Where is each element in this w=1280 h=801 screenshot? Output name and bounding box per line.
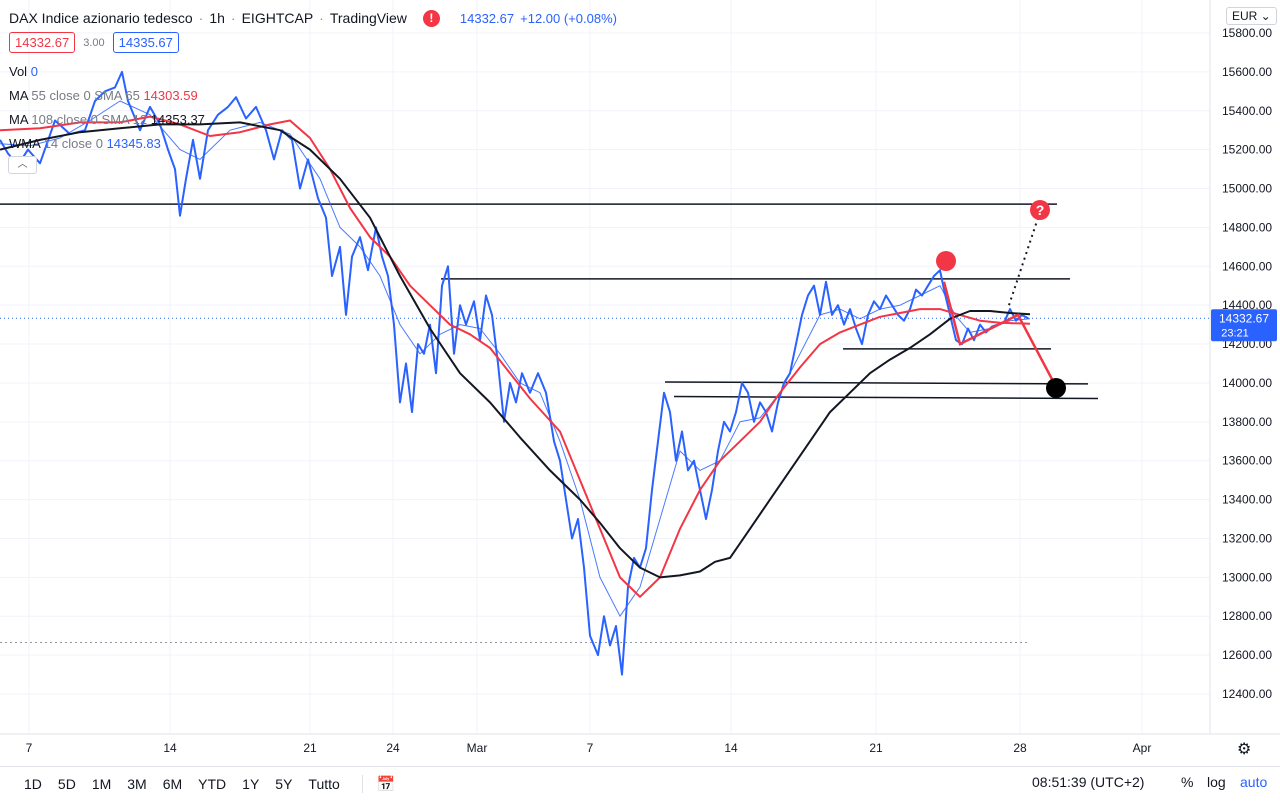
time-tick-label: Mar <box>467 741 488 755</box>
time-tick-label: Apr <box>1133 741 1152 755</box>
price-tick-label: 13200.00 <box>1222 531 1272 545</box>
ma-108-series-line <box>0 121 1031 579</box>
source-label: TradingView <box>329 10 407 26</box>
alert-icon[interactable]: ! <box>422 9 440 27</box>
time-tick-label: 28 <box>1013 741 1027 755</box>
spread-value: 3.00 <box>83 36 105 49</box>
price-tick-label: 15600.00 <box>1222 65 1272 79</box>
timeframe-1m[interactable]: 1M <box>91 776 112 792</box>
price-tick-label: 12600.00 <box>1222 648 1272 662</box>
price-tick-label: 12800.00 <box>1222 609 1272 623</box>
clock[interactable]: 08:51:39 (UTC+2) <box>1032 774 1145 790</box>
time-tick-label: 21 <box>869 741 883 755</box>
price-tick-label: 15400.00 <box>1222 104 1272 118</box>
indicator-ma-55[interactable]: MA 55 close 0 SMA 65 14303.59 <box>9 88 198 103</box>
timeframe-1d[interactable]: 1D <box>24 776 42 792</box>
price-tick-label: 13800.00 <box>1222 415 1272 429</box>
chart-series <box>0 70 1031 676</box>
collapse-legend-button[interactable]: ︿ <box>8 156 37 174</box>
interval-label[interactable]: 1h <box>209 10 225 26</box>
projection-down-line <box>942 281 1057 386</box>
time-tick-label: 7 <box>26 741 33 755</box>
time-tick-label: 14 <box>724 741 738 755</box>
red-marker-dot <box>936 251 956 271</box>
price-tick-label: 15000.00 <box>1222 182 1272 196</box>
symbol-title[interactable]: DAX Indice azionario tedesco <box>9 10 193 26</box>
price-tag-countdown: 23:21 <box>1221 327 1249 339</box>
price-tag-value: 14332.67 <box>1219 311 1269 325</box>
indicator-wma[interactable]: WMA 14 close 0 14345.83 <box>9 136 161 151</box>
percent-toggle[interactable]: % <box>1181 774 1194 790</box>
currency-select[interactable]: EUR ⌄ <box>1226 7 1277 25</box>
price-tag <box>1211 309 1277 342</box>
time-tick-label: 7 <box>587 741 594 755</box>
time-axis: 7 14 21 24 Mar 7 14 21 28 Apr <box>0 733 1280 755</box>
timeframe-tutto[interactable]: Tutto <box>308 776 340 792</box>
timeframe-3m[interactable]: 3M <box>127 776 147 792</box>
exchange-label: EIGHTCAP <box>241 10 314 26</box>
calendar-range-icon[interactable]: 📅 <box>361 775 396 793</box>
price-chart[interactable]: ? 12400.00 12600.00 12800.00 13000.00 13200.… <box>0 0 1280 766</box>
timeframe-ytd[interactable]: YTD <box>198 776 227 792</box>
ma-55-series-line <box>0 115 1031 598</box>
question-marker <box>1030 200 1050 220</box>
gear-icon[interactable]: ⚙ <box>1237 741 1252 758</box>
indicator-list: Vol 0 MA 55 close 0 SMA 65 14303.59 MA 1… <box>9 63 205 159</box>
price-tick-label: 13600.00 <box>1222 454 1272 468</box>
price-tick-label: 14400.00 <box>1222 298 1272 312</box>
buy-button[interactable]: 14335.67 <box>112 32 179 53</box>
sell-button[interactable]: 14332.67 <box>9 32 76 53</box>
log-toggle[interactable]: log <box>1207 774 1226 790</box>
chart-legend: DAX Indice azionario tedesco · 1h · EIGH… <box>9 9 617 27</box>
price-tick-label: 14800.00 <box>1222 220 1272 234</box>
price-tick-label: 12400.00 <box>1222 687 1272 701</box>
indicator-vol[interactable]: Vol 0 <box>9 64 38 79</box>
horizontal-levels <box>0 203 1210 643</box>
support-resistance-line <box>664 381 1089 385</box>
time-tick-label: 21 <box>303 741 317 755</box>
chart-annotations: ? <box>936 200 1066 398</box>
price-tick-label: 13000.00 <box>1222 570 1272 584</box>
auto-toggle[interactable]: auto <box>1240 774 1268 790</box>
dotted-projection-up <box>1008 211 1041 306</box>
time-tick-label: 14 <box>163 741 177 755</box>
price-tick-label: 15200.00 <box>1222 143 1272 157</box>
timeframe-5d[interactable]: 5D <box>57 776 76 792</box>
price-series-line <box>0 70 1029 676</box>
timeframe-5y[interactable]: 5Y <box>275 776 293 792</box>
timeframe-1y[interactable]: 1Y <box>242 776 260 792</box>
time-tick-label: 24 <box>386 741 400 755</box>
quote-row: 14332.67 3.00 14335.67 <box>9 32 179 53</box>
price-tick-label: 14000.00 <box>1222 376 1272 390</box>
chart-grid <box>0 0 1210 734</box>
black-target-dot <box>1046 378 1066 398</box>
support-resistance-line <box>673 395 1099 400</box>
bottom-toolbar: 1D 5D 1M 3M 6M YTD 1Y 5Y Tutto 📅 <box>0 766 1280 801</box>
timeframe-list: 1D 5D 1M 3M 6M YTD 1Y 5Y Tutto <box>16 776 348 792</box>
last-price: 14332.67 <box>459 10 515 26</box>
price-change: +12.00 (+0.08%) <box>520 10 617 26</box>
price-axis: 12400.00 12600.00 12800.00 13000.00 13200.00… <box>1209 0 1277 734</box>
indicator-ma-108[interactable]: MA 108 close 0 SMA 12 14353.37 <box>9 112 205 127</box>
price-tick-label: 13400.00 <box>1222 493 1272 507</box>
question-mark-label: ? <box>1036 202 1045 218</box>
price-tick-label: 14600.00 <box>1222 259 1272 273</box>
timeframe-6m[interactable]: 6M <box>162 776 183 792</box>
price-tick-label: 15800.00 <box>1222 26 1272 40</box>
